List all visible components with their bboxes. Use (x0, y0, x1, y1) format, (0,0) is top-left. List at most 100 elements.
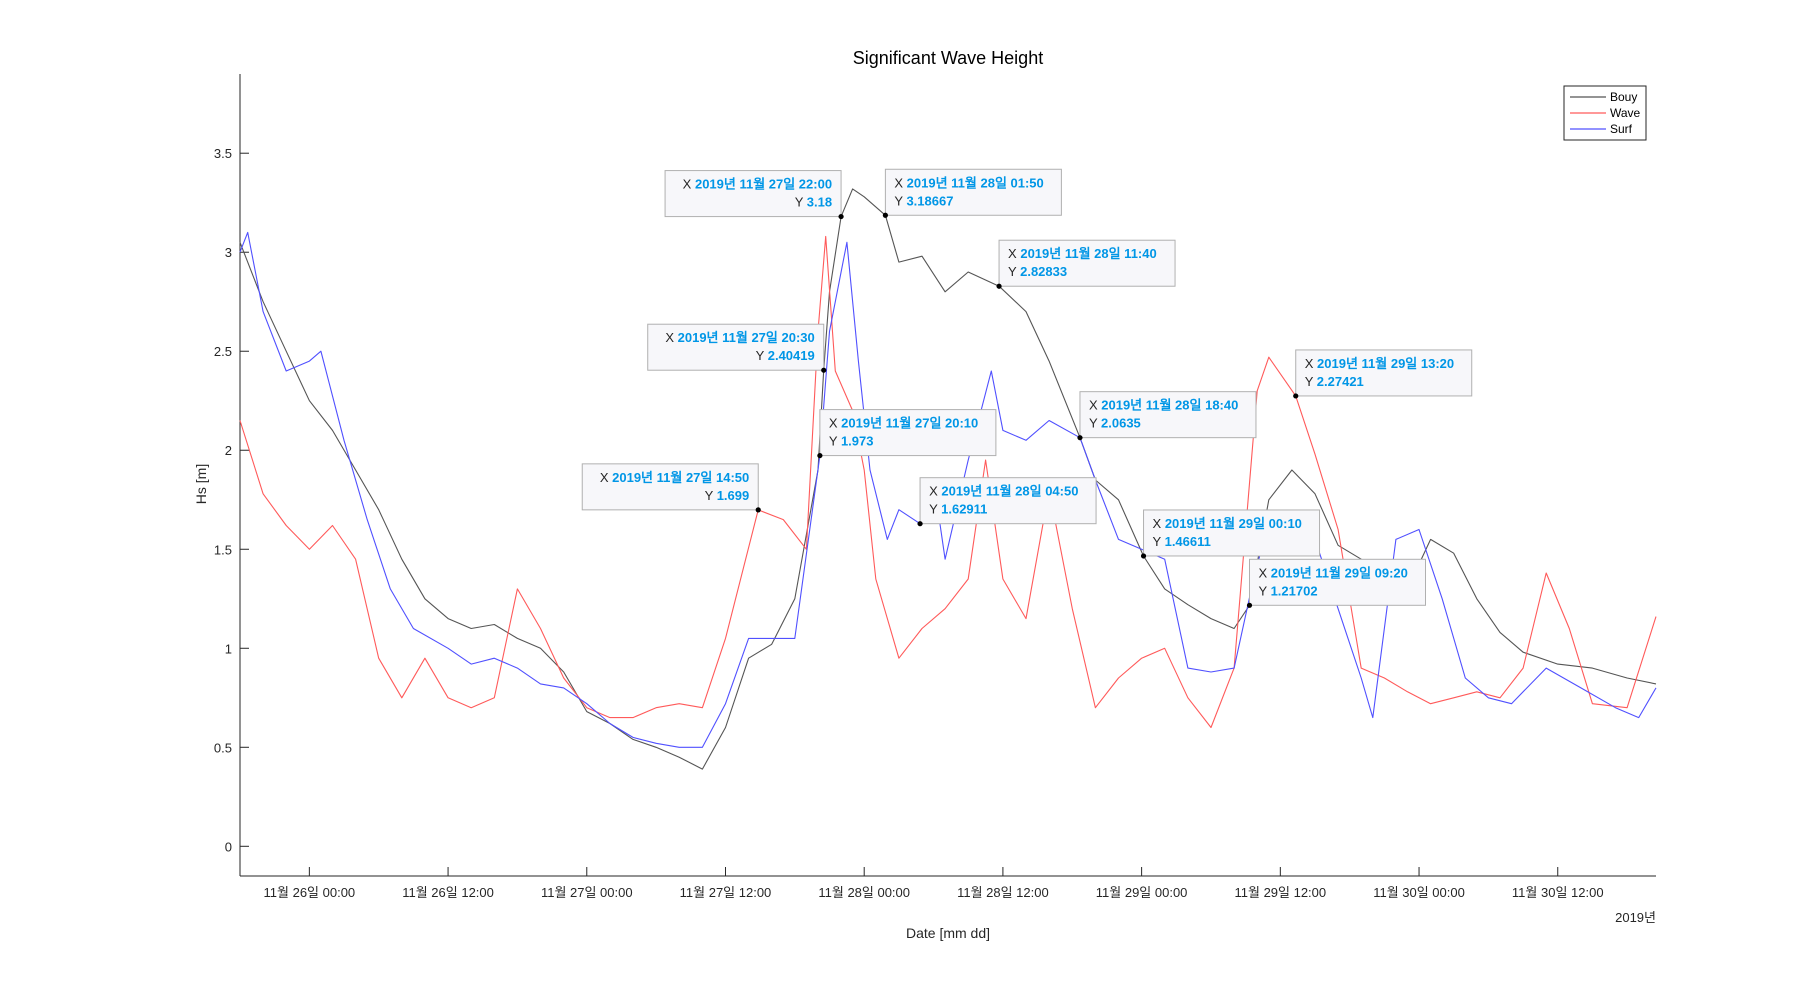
datatip-y-text: Y 1.21702 (1259, 583, 1318, 598)
y-tick-label: 2 (225, 443, 232, 458)
chart-text: Significant Wave Height Date [mm dd] Hs … (193, 48, 1656, 941)
x-tick-label: 11월 29일 00:00 (1096, 885, 1188, 900)
datatip-x-value: 2019년 11월 27일 20:10 (841, 416, 978, 431)
datatip[interactable]: X 2019년 11월 27일 20:30 Y 2.40419 (647, 323, 827, 373)
datatip-box (919, 477, 1097, 525)
x-tick-label: 11월 28일 00:00 (818, 885, 910, 900)
datatip-y-text: Y 2.27421 (1305, 374, 1364, 389)
datatip-y-value: 3.18 (807, 195, 832, 210)
datatip-x-text: X 2019년 11월 29일 00:10 (1153, 516, 1302, 531)
datatip-y-text: Y 1.62911 (929, 502, 987, 517)
y-tick-label: 3.5 (214, 146, 232, 161)
datatip-marker (1246, 602, 1253, 608)
axes: 0 0.5 1 1.5 2 2.5 3 3.5 11월 26일 00:00 11월 26일 12:… (214, 74, 1656, 900)
datatip[interactable]: X 2019년 11월 29일 13:20 Y 2.27421 (1293, 349, 1473, 399)
y-tick-label: 1 (225, 641, 232, 656)
datatip-x-text: X 2019년 11월 29일 09:20 (1259, 565, 1408, 580)
datatip-y-value: 3.18667 (906, 193, 953, 208)
y-tick-label: 0.5 (214, 740, 232, 755)
datatip-y-value: 2.0635 (1101, 416, 1141, 431)
datatip-x-text: X 2019년 11월 27일 14:50 (600, 470, 749, 485)
datatip[interactable]: X 2019년 11월 28일 18:40 Y 2.0635 (1077, 391, 1257, 441)
datatip-x-text: X 2019년 11월 28일 11:40 (1008, 246, 1157, 261)
datatip-box (1249, 558, 1427, 606)
datatip-x-value: 2019년 11월 27일 20:30 (678, 330, 815, 345)
x-tick-label: 11월 30일 12:00 (1512, 885, 1604, 900)
datatip-marker (838, 213, 844, 220)
datatip-y-text: Y 1.973 (829, 434, 874, 449)
datatip-y-value: 1.46611 (1165, 534, 1211, 549)
datatip[interactable]: X 2019년 11월 29일 00:10 Y 1.46611 (1140, 509, 1321, 559)
datatip[interactable]: X 2019년 11월 27일 20:10 Y 1.973 (817, 409, 997, 459)
datatip-x-value: 2019년 11월 28일 18:40 (1101, 398, 1238, 413)
datatip-marker (882, 212, 888, 218)
x-axis-label: Date [mm dd] (906, 925, 990, 941)
datatip-y-value: 2.82833 (1020, 264, 1067, 279)
y-axis-label: Hs [m] (193, 464, 209, 504)
datatip-x-text: X 2019년 11월 27일 20:10 (829, 416, 978, 431)
datatip[interactable]: X 2019년 11월 29일 09:20 Y 1.21702 (1246, 558, 1427, 608)
datatip-y-value: 1.62911 (941, 502, 987, 517)
datatip-x-text: X 2019년 11월 29일 13:20 (1305, 356, 1454, 371)
x-axis-year-label: 2019년 (1615, 910, 1656, 925)
datatip-x-value: 2019년 11월 29일 13:20 (1317, 356, 1454, 371)
x-tick-label: 11월 26일 00:00 (264, 885, 356, 900)
datatip-box (647, 323, 825, 371)
datatip-box (1079, 391, 1257, 439)
datatip-marker (996, 283, 1002, 289)
datatip-y-text: Y 1.46611 (1153, 534, 1211, 549)
datatip[interactable]: X 2019년 11월 27일 22:00 Y 3.18 (664, 170, 844, 220)
datatip-y-text: Y 2.0635 (1089, 416, 1141, 431)
datatip[interactable]: X 2019년 11월 27일 14:50 Y 1.699 (581, 463, 761, 513)
datatip-marker (1293, 393, 1299, 399)
datatip-x-value: 2019년 11월 29일 00:10 (1165, 516, 1302, 531)
datatip-y-value: 2.40419 (768, 348, 815, 363)
datatip-y-value: 1.699 (717, 488, 750, 503)
datatips: X 2019년 11월 27일 22:00Y 3.18X 2019년 11월 2… (581, 168, 1473, 608)
datatip-y-value: 1.973 (841, 434, 874, 449)
chart-title: Significant Wave Height (853, 48, 1043, 68)
datatip-box (819, 409, 997, 457)
datatip-y-text: Y 3.18667 (894, 193, 953, 208)
datatip-marker (817, 452, 823, 459)
y-tick-label: 0 (225, 839, 232, 854)
datatip-box (1295, 349, 1473, 397)
datatip-x-text: X 2019년 11월 28일 18:40 (1089, 398, 1238, 413)
datatip-x-value: 2019년 11월 28일 01:50 (907, 175, 1044, 190)
datatip-x-text: X 2019년 11월 27일 22:00 (683, 177, 832, 192)
x-tick-label: 11월 28일 12:00 (957, 885, 1049, 900)
datatip-marker (821, 367, 827, 373)
datatip-y-value: 1.21702 (1271, 583, 1318, 598)
datatip-marker (755, 507, 761, 513)
datatip-x-text: X 2019년 11월 28일 04:50 (929, 484, 1078, 499)
x-tick-label: 11월 27일 12:00 (680, 885, 772, 900)
datatip-y-text: Y 2.40419 (756, 348, 815, 363)
datatip[interactable]: X 2019년 11월 28일 11:40 Y 2.82833 (996, 239, 1176, 289)
datatip-x-value: 2019년 11월 27일 22:00 (695, 177, 832, 192)
datatip-x-value: 2019년 11월 27일 14:50 (612, 470, 749, 485)
datatip-y-text: Y 3.18 (795, 195, 832, 210)
y-tick-label: 2.5 (214, 344, 232, 359)
datatip-y-text: Y 1.699 (705, 488, 750, 503)
x-tick-label: 11월 27일 00:00 (541, 885, 633, 900)
datatip-x-text: X 2019년 11월 27일 20:30 (665, 330, 814, 345)
x-tick-label: 11월 26일 12:00 (402, 885, 494, 900)
datatip[interactable]: X 2019년 11월 28일 04:50 Y 1.62911 (917, 477, 1097, 527)
legend-label-wave: Wave (1610, 106, 1641, 120)
datatip[interactable]: X 2019년 11월 28일 01:50 Y 3.18667 (882, 168, 1062, 218)
legend-label-bouy: Bouy (1610, 90, 1637, 104)
datatip-box (884, 168, 1062, 216)
series-line-wave (239, 235, 1657, 729)
datatip-marker (917, 521, 923, 527)
datatip-x-text: X 2019년 11월 28일 01:50 (894, 175, 1043, 190)
datatip-y-text: Y 2.82833 (1008, 264, 1067, 279)
y-tick-label: 3 (225, 245, 232, 260)
legend: Bouy Wave Surf (1563, 85, 1647, 141)
datatip-y-value: 2.27421 (1317, 374, 1364, 389)
x-tick-label: 11월 30일 00:00 (1373, 885, 1465, 900)
datatip-marker (1077, 435, 1083, 441)
datatip-box (1143, 509, 1321, 557)
legend-label-surf: Surf (1610, 122, 1633, 136)
